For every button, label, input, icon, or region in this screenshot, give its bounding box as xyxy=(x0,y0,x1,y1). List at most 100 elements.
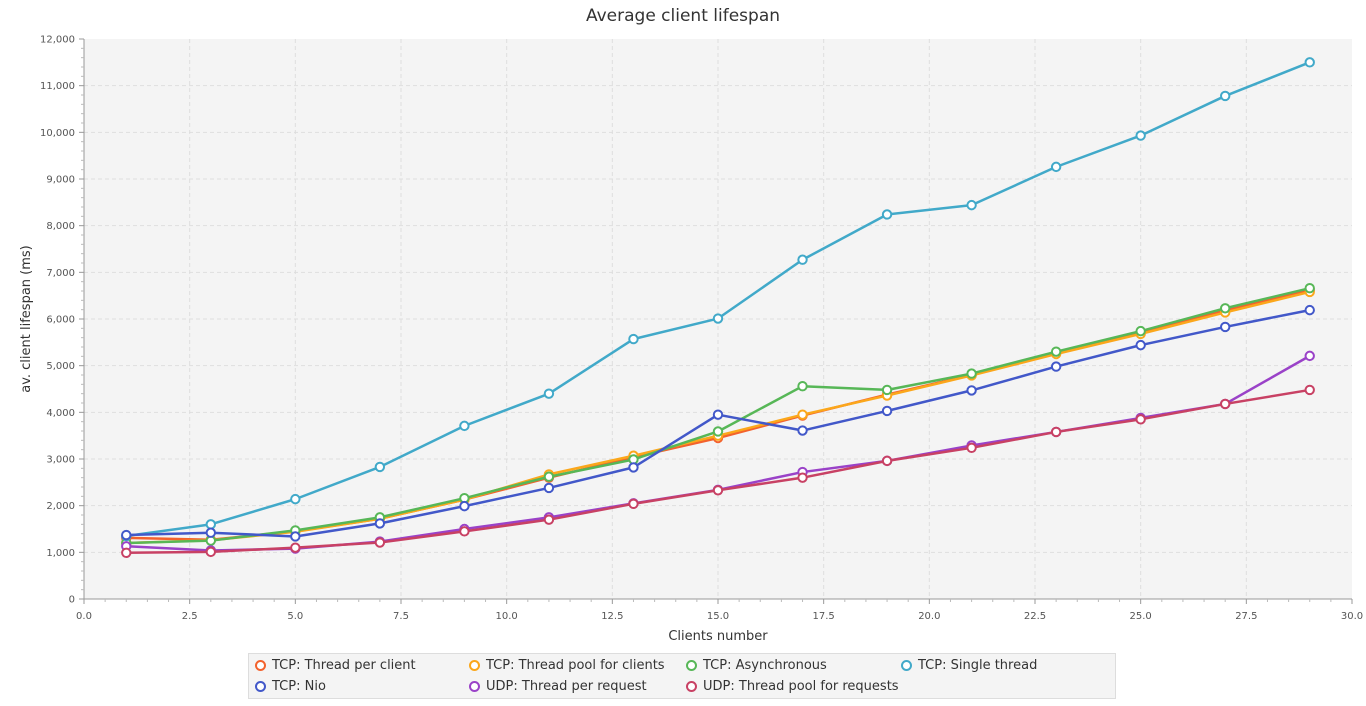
data-point xyxy=(205,527,217,538)
data-point xyxy=(628,498,639,509)
data-point xyxy=(881,455,893,467)
data-point xyxy=(459,420,470,432)
data-point xyxy=(966,368,977,379)
x-tick-label: 10.0 xyxy=(496,611,518,622)
x-tick-label: 17.5 xyxy=(813,611,835,622)
data-point xyxy=(1304,384,1315,396)
data-point xyxy=(543,482,555,494)
data-point xyxy=(1050,346,1062,357)
data-point xyxy=(797,254,808,265)
data-point xyxy=(1304,350,1315,362)
data-point xyxy=(966,385,977,396)
x-tick-label: 20.0 xyxy=(918,611,940,622)
data-point xyxy=(1135,325,1146,337)
data-point xyxy=(459,500,470,512)
x-axis-title: Clients number xyxy=(668,629,768,644)
data-point xyxy=(881,209,893,220)
legend-item: TCP: Asynchronous xyxy=(686,658,827,673)
data-point xyxy=(1050,426,1062,438)
y-axis-title: av. client lifespan (ms) xyxy=(19,245,34,393)
y-tick-label: 11,000 xyxy=(40,81,75,92)
y-tick-label: 2,000 xyxy=(46,501,75,512)
data-point xyxy=(1304,283,1315,294)
data-point xyxy=(1304,57,1315,68)
data-point xyxy=(1050,161,1062,173)
legend-label: TCP: Thread pool for clients xyxy=(486,658,665,673)
data-point xyxy=(205,519,217,530)
x-tick-label: 2.5 xyxy=(182,611,198,622)
legend-label: TCP: Single thread xyxy=(918,658,1038,673)
data-point xyxy=(374,518,386,529)
data-point xyxy=(459,526,470,537)
x-tick-label: 25.0 xyxy=(1130,611,1152,622)
chart-title: Average client lifespan xyxy=(585,6,781,26)
data-point xyxy=(797,425,808,436)
legend-item: TCP: Single thread xyxy=(901,658,1037,673)
data-point xyxy=(1135,130,1146,141)
x-tick-label: 0.0 xyxy=(76,611,92,622)
x-axis-ticks: 0.0 2.5 5.0 7.5 10.0 12.5 15.0 17.5 20.0 22.5 25.0… xyxy=(76,599,1363,622)
series-7 xyxy=(121,384,1315,558)
data-point xyxy=(205,546,217,558)
y-tick-label: 1,000 xyxy=(46,548,75,559)
data-point xyxy=(290,542,301,553)
data-point xyxy=(121,529,132,541)
data-point xyxy=(797,381,808,392)
legend-label: UDP: Thread per request xyxy=(486,679,647,694)
x-tick-label: 12.5 xyxy=(601,611,623,622)
x-tick-label: 15.0 xyxy=(707,611,729,622)
data-point xyxy=(797,409,808,420)
legend-item: UDP: Thread per request xyxy=(469,679,647,694)
data-point xyxy=(712,485,724,496)
y-axis-ticks: 0 1,000 2,000 3,000 4,000 5,000 6,000 7,000 8,00… xyxy=(40,35,84,606)
data-point xyxy=(1220,303,1231,314)
y-tick-label: 9,000 xyxy=(46,175,75,186)
y-tick-label: 10,000 xyxy=(40,128,75,139)
legend-marker-icon xyxy=(686,681,697,692)
legend-label: TCP: Asynchronous xyxy=(703,658,827,673)
y-tick-label: 7,000 xyxy=(46,268,75,279)
x-tick-label: 27.5 xyxy=(1235,611,1257,622)
series-5 xyxy=(121,304,1315,542)
legend-label: TCP: Thread per client xyxy=(272,658,416,673)
legend-item: UDP: Thread pool for requests xyxy=(686,679,899,694)
data-point xyxy=(712,409,724,420)
data-point xyxy=(628,462,639,473)
x-tick-label: 5.0 xyxy=(287,611,303,622)
x-tick-label: 7.5 xyxy=(393,611,409,622)
data-point xyxy=(1220,321,1231,333)
data-point xyxy=(1220,398,1231,410)
data-point xyxy=(543,514,555,525)
y-tick-label: 5,000 xyxy=(46,361,75,372)
legend: TCP: Thread per client TCP: Thread pool f… xyxy=(248,653,1116,699)
data-point xyxy=(543,388,555,399)
data-point xyxy=(290,493,301,505)
legend-item: TCP: Thread pool for clients xyxy=(469,658,665,673)
data-point xyxy=(121,547,132,558)
data-point xyxy=(881,405,893,417)
data-point xyxy=(290,531,301,542)
data-point xyxy=(543,471,555,482)
data-point xyxy=(1050,361,1062,372)
legend-marker-icon xyxy=(469,660,480,671)
y-tick-label: 6,000 xyxy=(46,315,75,326)
y-tick-label: 0 xyxy=(69,595,75,606)
legend-item: TCP: Nio xyxy=(255,679,326,694)
data-point xyxy=(1135,339,1146,351)
y-tick-label: 8,000 xyxy=(46,221,75,232)
x-tick-label: 30.0 xyxy=(1341,611,1363,622)
legend-marker-icon xyxy=(469,681,480,692)
data-point xyxy=(712,426,724,437)
series-layer xyxy=(121,57,1315,558)
legend-marker-icon xyxy=(901,660,912,671)
data-point xyxy=(797,472,808,483)
legend-marker-icon xyxy=(255,681,266,692)
x-tick-label: 22.5 xyxy=(1024,611,1046,622)
y-tick-label: 4,000 xyxy=(46,408,75,419)
data-point xyxy=(1135,414,1146,425)
data-point xyxy=(966,199,977,211)
data-point xyxy=(881,384,893,396)
legend-label: UDP: Thread pool for requests xyxy=(703,679,899,694)
data-point xyxy=(374,537,386,548)
